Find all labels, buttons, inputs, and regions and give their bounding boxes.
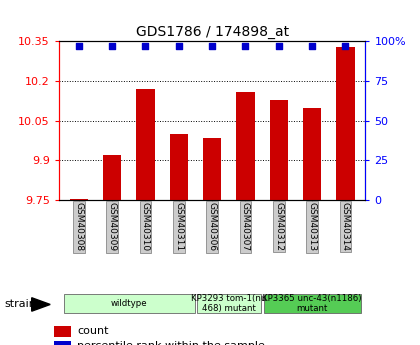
Text: GSM40308: GSM40308 — [74, 202, 83, 251]
Bar — [170, 134, 188, 200]
Bar — [203, 138, 221, 200]
Text: percentile rank within the sample: percentile rank within the sample — [77, 342, 265, 345]
Text: GSM40312: GSM40312 — [274, 202, 283, 251]
Point — [176, 43, 182, 49]
FancyBboxPatch shape — [197, 294, 261, 313]
Text: count: count — [77, 326, 109, 336]
Point — [76, 43, 82, 49]
Text: KP3365 unc-43(n1186)
mutant: KP3365 unc-43(n1186) mutant — [262, 294, 362, 313]
Bar — [54, 341, 71, 345]
Title: GDS1786 / 174898_at: GDS1786 / 174898_at — [136, 25, 289, 39]
Point — [276, 43, 282, 49]
Point — [109, 43, 116, 49]
Bar — [236, 92, 255, 200]
Text: GSM40309: GSM40309 — [108, 202, 117, 251]
FancyBboxPatch shape — [264, 294, 361, 313]
Text: GSM40313: GSM40313 — [307, 202, 317, 251]
Text: strain: strain — [4, 299, 36, 308]
Bar — [303, 108, 321, 200]
Point — [142, 43, 149, 49]
Polygon shape — [32, 298, 50, 311]
Text: GSM40306: GSM40306 — [207, 202, 217, 251]
Text: GSM40310: GSM40310 — [141, 202, 150, 251]
Text: KP3293 tom-1(nu
468) mutant: KP3293 tom-1(nu 468) mutant — [191, 294, 266, 313]
Point — [342, 43, 349, 49]
Point — [242, 43, 249, 49]
Point — [209, 43, 215, 49]
Point — [309, 43, 315, 49]
Bar — [270, 100, 288, 200]
Text: GSM40307: GSM40307 — [241, 202, 250, 251]
Bar — [136, 89, 155, 200]
FancyBboxPatch shape — [64, 294, 195, 313]
Text: GSM40311: GSM40311 — [174, 202, 183, 251]
Text: GSM40314: GSM40314 — [341, 202, 350, 251]
Bar — [70, 199, 88, 200]
Bar — [103, 155, 121, 200]
Bar — [54, 326, 71, 337]
Text: wildtype: wildtype — [110, 299, 147, 308]
Bar — [336, 47, 354, 200]
